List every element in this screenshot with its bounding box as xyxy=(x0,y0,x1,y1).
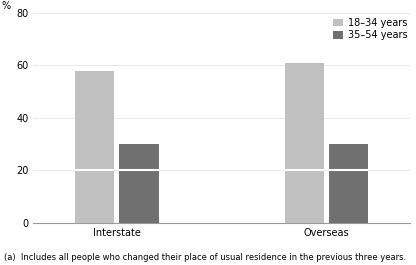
Bar xyxy=(329,144,369,170)
Bar xyxy=(119,170,158,223)
Bar xyxy=(119,144,158,170)
Text: (a)  Includes all people who changed their place of usual residence in the previ: (a) Includes all people who changed thei… xyxy=(4,253,406,262)
Y-axis label: %: % xyxy=(2,1,11,11)
Bar xyxy=(74,71,114,170)
Legend: 18–34 years, 35–54 years: 18–34 years, 35–54 years xyxy=(331,16,409,42)
Bar xyxy=(285,170,324,223)
Bar xyxy=(285,63,324,170)
Bar xyxy=(329,170,369,223)
Bar xyxy=(74,170,114,223)
